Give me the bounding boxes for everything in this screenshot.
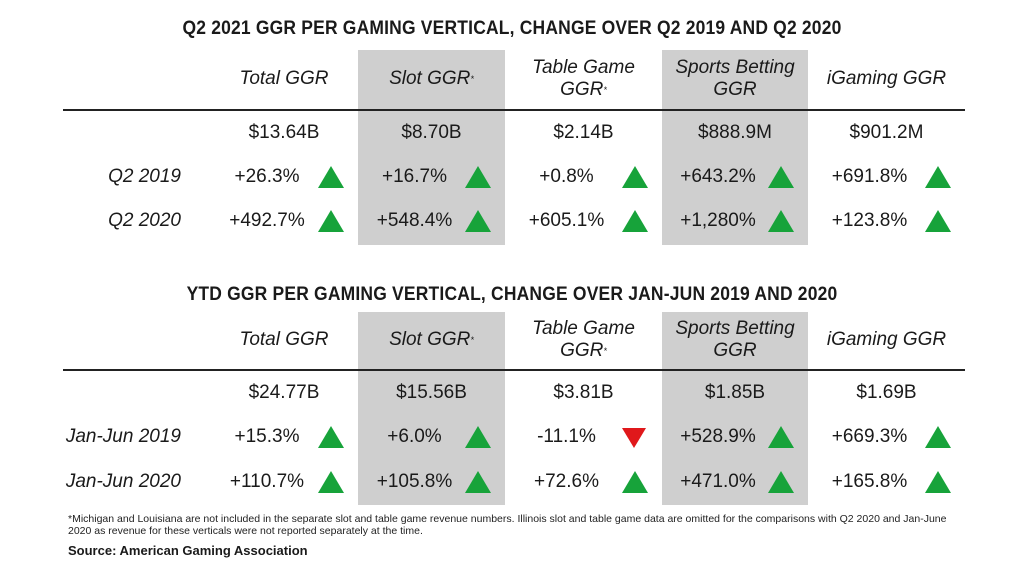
up-triangle-icon [318,210,344,232]
down-triangle-icon [622,428,646,448]
column-header-label: iGaming GGR [826,329,947,350]
up-triangle-icon [465,471,491,493]
footnote: *Michigan and Louisiana are not included… [68,513,947,537]
table-title: Q2 2021 GGR PER GAMING VERTICAL, CHANGE … [182,18,842,39]
column-header-text: Table Game GGR* [517,318,650,362]
row-label: Jan-Jun 2020 [65,471,181,492]
column-header: Slot GGR* [370,312,493,368]
change-value: +16.7% [382,166,447,187]
change-value: +26.3% [234,166,300,187]
total-value: $2.14B [553,122,614,143]
column-header: iGaming GGR [820,312,953,368]
up-triangle-icon [925,426,951,448]
change-value: +165.8% [831,471,908,492]
up-triangle-icon [318,166,344,188]
column-header: Table Game GGR* [517,50,650,108]
change-value: +6.0% [387,426,442,447]
column-header-text: Total GGR [239,68,328,90]
change-value: +528.9% [680,426,756,447]
change-value: +123.8% [831,210,908,231]
total-value: $13.64B [248,122,320,143]
row-label: Jan-Jun 2019 [65,426,181,447]
up-triangle-icon [925,166,951,188]
total-value: $15.56B [396,382,467,403]
column-header-label: Slot GGR [389,329,471,350]
up-triangle-icon [622,166,648,188]
up-triangle-icon [318,426,344,448]
total-value: $888.9M [698,122,772,143]
header-rule [63,109,965,111]
header-rule [63,369,965,371]
column-header-text: Slot GGR* [389,329,474,351]
source-credit: Source: American Gaming Association [68,543,308,558]
up-triangle-icon [465,426,491,448]
change-value: +643.2% [680,166,756,187]
column-header: Total GGR [222,50,346,108]
change-value: -11.1% [537,426,596,447]
column-header-text: Slot GGR* [389,68,474,90]
up-triangle-icon [622,471,648,493]
total-value: $901.2M [849,122,924,143]
column-header-label: Sports Betting GGR [675,318,795,361]
change-value: +1,280% [680,210,756,231]
change-value: +105.8% [376,471,453,492]
up-triangle-icon [622,210,648,232]
column-header-label: iGaming GGR [826,68,947,89]
column-header-text: Sports Betting GGR [674,318,796,362]
column-header-text: iGaming GGR [827,68,946,90]
column-header-label: Total GGR [239,329,329,350]
column-header: Sports Betting GGR [674,312,796,368]
up-triangle-icon [465,166,491,188]
column-header-label: Slot GGR [389,68,471,89]
up-triangle-icon [925,471,951,493]
column-header: Table Game GGR* [517,312,650,368]
column-header-label: Table Game GGR [532,318,635,361]
column-header-label: Sports Betting GGR [675,57,795,100]
change-value: +691.8% [831,166,908,187]
change-value: +0.8% [539,166,594,187]
change-value: +605.1% [528,210,605,231]
column-header: Sports Betting GGR [674,50,796,108]
table-title: YTD GGR PER GAMING VERTICAL, CHANGE OVER… [186,284,838,305]
column-header: iGaming GGR [820,50,953,108]
row-label: Q2 2019 [108,166,181,187]
column-header-text: Sports Betting GGR [674,57,796,101]
column-header-text: Table Game GGR* [517,57,650,101]
footnote-marker: * [470,74,474,84]
change-value: +471.0% [680,471,756,492]
up-triangle-icon [318,471,344,493]
total-value: $8.70B [401,122,462,143]
total-value: $24.77B [248,382,320,403]
column-header-label: Table Game GGR [532,57,635,100]
up-triangle-icon [768,426,794,448]
column-header-label: Total GGR [239,68,329,89]
change-value: +72.6% [534,471,599,492]
up-triangle-icon [768,471,794,493]
footnote-marker: * [470,335,474,345]
footnote-marker: * [603,346,607,356]
change-value: +492.7% [229,210,305,231]
total-value: $3.81B [553,382,614,403]
up-triangle-icon [465,210,491,232]
column-header: Slot GGR* [370,50,493,108]
column-header-text: Total GGR [239,329,328,351]
change-value: +548.4% [376,210,453,231]
up-triangle-icon [768,210,794,232]
column-header-text: iGaming GGR [827,329,946,351]
total-value: $1.69B [856,382,917,403]
total-value: $1.85B [704,382,766,403]
row-label: Q2 2020 [108,210,181,231]
column-header: Total GGR [222,312,346,368]
up-triangle-icon [768,166,794,188]
change-value: +110.7% [229,471,305,492]
footnote-marker: * [603,85,607,95]
change-value: +15.3% [234,426,300,447]
up-triangle-icon [925,210,951,232]
change-value: +669.3% [831,426,908,447]
